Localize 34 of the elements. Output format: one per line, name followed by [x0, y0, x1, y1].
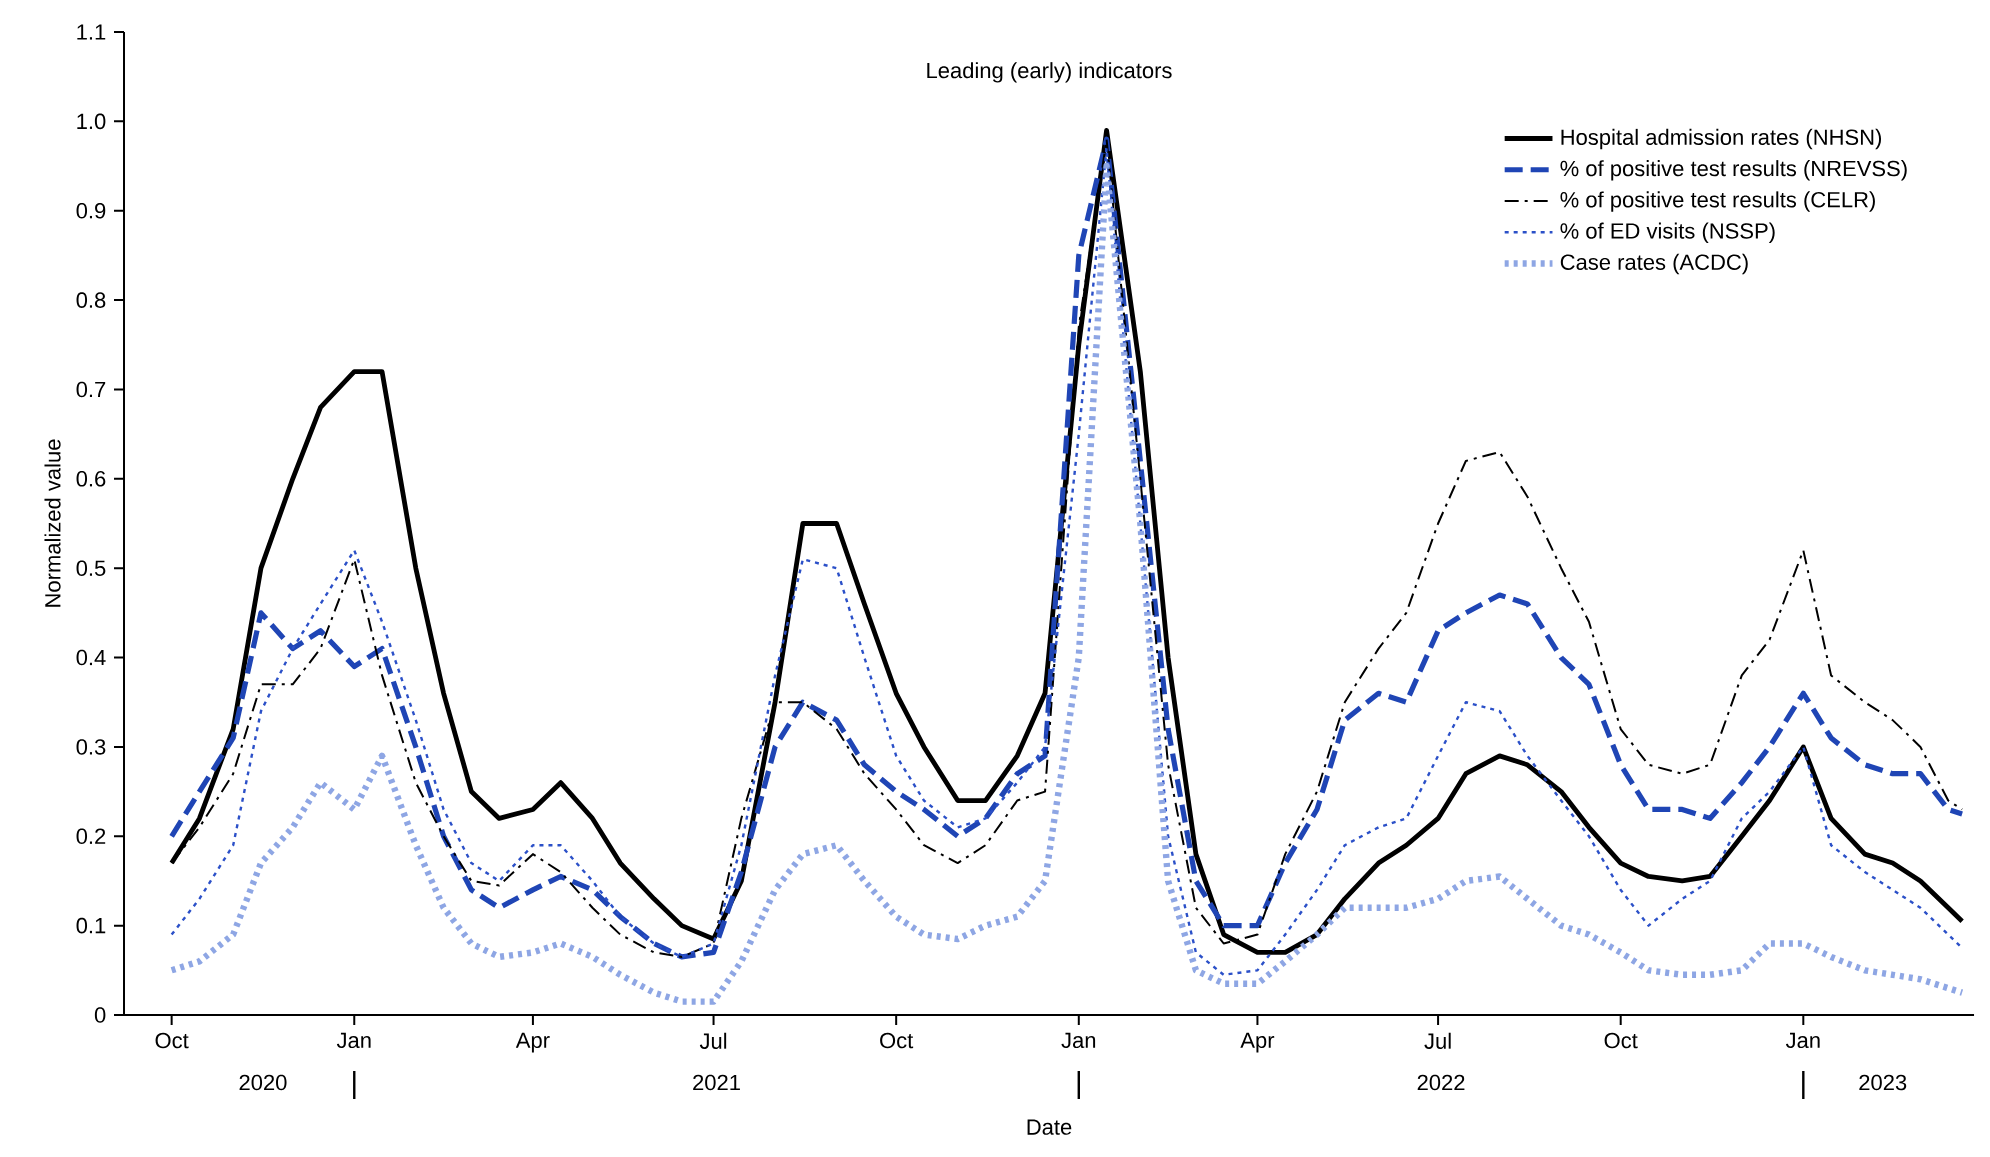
- x-tick-label: Jan: [1061, 1032, 1096, 1049]
- legend-label: Hospital admission rates (NHSN): [1561, 128, 1882, 150]
- y-tick-label: 0.6: [76, 471, 106, 487]
- legend-label: % of positive test results (CELR): [1560, 191, 1875, 212]
- x-tick-label: Jul: [699, 1032, 727, 1049]
- x-tick-label: Jul: [1424, 1032, 1451, 1049]
- y-axis-title: Normalized value: [44, 439, 61, 607]
- y-tick-label: 0.1: [76, 917, 106, 934]
- x-tick-label: Oct: [155, 1032, 189, 1049]
- legend-label: % of ED visits (NSSP): [1560, 222, 1775, 244]
- y-tick-label: 1.0: [77, 113, 106, 130]
- x-tick-label: Jan: [336, 1032, 371, 1049]
- text: 2023: [1859, 1074, 1907, 1091]
- text: 2020: [239, 1074, 287, 1091]
- x-axis-title: Date: [1027, 1119, 1072, 1135]
- text: Leading (early) indicators: [927, 62, 1172, 83]
- y-tick-label: 0.7: [76, 381, 106, 398]
- y-tick-label: 0.3: [76, 739, 106, 755]
- y-tick-label: 0.4: [76, 649, 106, 666]
- text: 2021: [693, 1074, 740, 1091]
- legend-label: % of positive test results (NREVSS): [1560, 160, 1907, 181]
- x-tick-label: Oct: [1604, 1032, 1638, 1049]
- x-tick-label: Jan: [1785, 1032, 1820, 1049]
- x-tick-label: Apr: [1240, 1032, 1275, 1053]
- y-tick-label: 0: [94, 1007, 106, 1023]
- x-tick-label: Apr: [515, 1032, 550, 1053]
- x-tick-label: Oct: [880, 1032, 914, 1049]
- y-tick-label: 0.2: [76, 828, 106, 845]
- y-tick-label: 0.8: [76, 292, 106, 308]
- legend-label: Case rates (ACDC): [1560, 253, 1748, 275]
- y-tick-label: 0.5: [76, 560, 106, 576]
- text: 2022: [1417, 1074, 1465, 1091]
- y-tick-label: 0.9: [76, 202, 106, 219]
- y-tick-label: 1.1: [77, 24, 106, 40]
